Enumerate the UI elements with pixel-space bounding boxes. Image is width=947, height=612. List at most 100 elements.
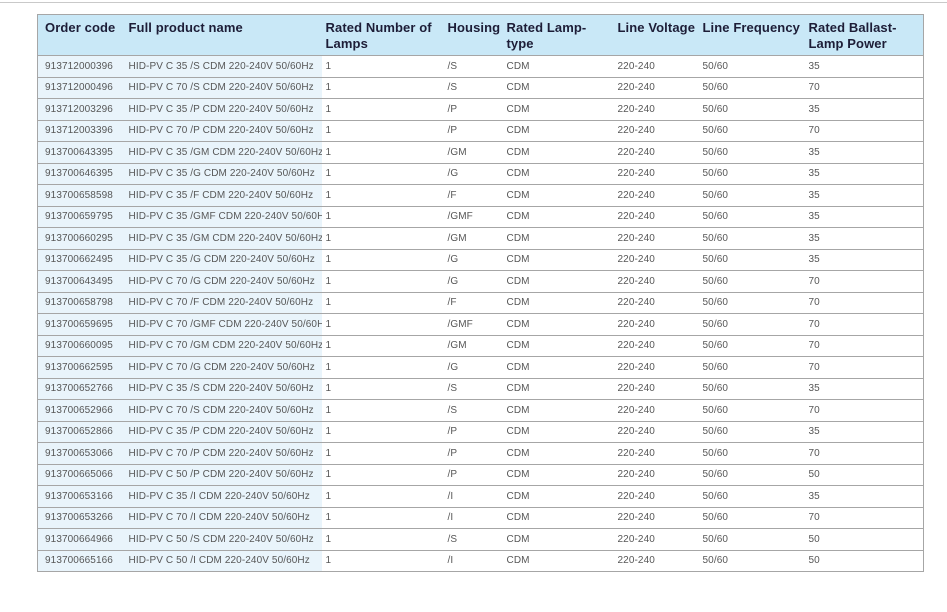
cell-rated-number-of-lamps: 1 — [321, 335, 444, 357]
cell-housing: /G — [443, 163, 503, 185]
cell-rated-lamp-type: CDM — [502, 356, 614, 379]
cell-rated-number-of-lamps: 1 — [321, 442, 444, 465]
cell-line-voltage: 220-240 — [613, 206, 699, 228]
table-row: 913700662595 HID-PV C 70 /G CDM 220-240V … — [37, 356, 924, 379]
cell-rated-lamp-type: CDM — [502, 399, 614, 422]
column-header-housing: Housing — [443, 14, 503, 56]
cell-line-frequency: 50/60 — [698, 356, 805, 379]
page-top-border — [0, 2, 947, 3]
cell-line-voltage: 220-240 — [613, 292, 699, 314]
cell-rated-number-of-lamps: 1 — [321, 249, 444, 271]
cell-order-code: 913700653166 — [37, 485, 125, 508]
cell-full-product-name: HID-PV C 35 /S CDM 220-240V 50/60Hz — [124, 55, 322, 78]
cell-order-code: 913712000396 — [37, 55, 125, 78]
cell-line-voltage: 220-240 — [613, 184, 699, 207]
cell-housing: /P — [443, 421, 503, 443]
table-row: 913712003296 HID-PV C 35 /P CDM 220-240V … — [37, 98, 924, 121]
table-row: 913712000496 HID-PV C 70 /S CDM 220-240V … — [37, 77, 924, 99]
cell-rated-lamp-type: CDM — [502, 206, 614, 228]
cell-line-voltage: 220-240 — [613, 77, 699, 99]
cell-rated-ballast-lamp-power: 35 — [804, 249, 924, 271]
cell-rated-number-of-lamps: 1 — [321, 206, 444, 228]
cell-line-voltage: 220-240 — [613, 270, 699, 293]
cell-line-voltage: 220-240 — [613, 507, 699, 529]
cell-rated-number-of-lamps: 1 — [321, 163, 444, 185]
cell-line-voltage: 220-240 — [613, 141, 699, 164]
table-header-row: Order code Full product name Rated Numbe… — [37, 14, 924, 56]
cell-rated-ballast-lamp-power: 35 — [804, 184, 924, 207]
cell-rated-lamp-type: CDM — [502, 249, 614, 271]
cell-order-code: 913700653266 — [37, 507, 125, 529]
cell-full-product-name: HID-PV C 35 /S CDM 220-240V 50/60Hz — [124, 378, 322, 400]
cell-housing: /I — [443, 507, 503, 529]
cell-rated-ballast-lamp-power: 70 — [804, 399, 924, 422]
cell-housing: /S — [443, 399, 503, 422]
cell-line-frequency: 50/60 — [698, 528, 805, 551]
table-row: 913700646395 HID-PV C 35 /G CDM 220-240V … — [37, 163, 924, 185]
table-row: 913700665066 HID-PV C 50 /P CDM 220-240V … — [37, 464, 924, 486]
cell-rated-ballast-lamp-power: 50 — [804, 550, 924, 572]
cell-order-code: 913700643395 — [37, 141, 125, 164]
cell-housing: /S — [443, 378, 503, 400]
table-row: 913700658598 HID-PV C 35 /F CDM 220-240V … — [37, 184, 924, 207]
cell-full-product-name: HID-PV C 35 /I CDM 220-240V 50/60Hz — [124, 485, 322, 508]
cell-rated-lamp-type: CDM — [502, 184, 614, 207]
cell-rated-number-of-lamps: 1 — [321, 313, 444, 336]
cell-full-product-name: HID-PV C 70 /S CDM 220-240V 50/60Hz — [124, 399, 322, 422]
cell-rated-ballast-lamp-power: 70 — [804, 292, 924, 314]
cell-line-voltage: 220-240 — [613, 313, 699, 336]
cell-order-code: 913712003296 — [37, 98, 125, 121]
cell-housing: /P — [443, 442, 503, 465]
cell-line-frequency: 50/60 — [698, 249, 805, 271]
cell-rated-lamp-type: CDM — [502, 550, 614, 572]
cell-rated-number-of-lamps: 1 — [321, 485, 444, 508]
cell-full-product-name: HID-PV C 35 /P CDM 220-240V 50/60Hz — [124, 421, 322, 443]
cell-rated-ballast-lamp-power: 70 — [804, 313, 924, 336]
cell-housing: /S — [443, 77, 503, 99]
cell-line-voltage: 220-240 — [613, 421, 699, 443]
cell-order-code: 913700659695 — [37, 313, 125, 336]
cell-rated-number-of-lamps: 1 — [321, 227, 444, 250]
cell-order-code: 913700652966 — [37, 399, 125, 422]
cell-rated-number-of-lamps: 1 — [321, 399, 444, 422]
table-row: 913700653266 HID-PV C 70 /I CDM 220-240V … — [37, 507, 924, 529]
cell-rated-ballast-lamp-power: 35 — [804, 227, 924, 250]
cell-line-frequency: 50/60 — [698, 270, 805, 293]
cell-full-product-name: HID-PV C 70 /GM CDM 220-240V 50/60Hz — [124, 335, 322, 357]
column-header-rated-lamp-type: Rated Lamp-type — [502, 14, 614, 56]
cell-line-frequency: 50/60 — [698, 378, 805, 400]
cell-rated-ballast-lamp-power: 35 — [804, 485, 924, 508]
cell-line-voltage: 220-240 — [613, 55, 699, 78]
cell-rated-ballast-lamp-power: 70 — [804, 442, 924, 465]
cell-line-voltage: 220-240 — [613, 442, 699, 465]
cell-line-frequency: 50/60 — [698, 227, 805, 250]
cell-order-code: 913700660295 — [37, 227, 125, 250]
cell-rated-ballast-lamp-power: 35 — [804, 141, 924, 164]
cell-full-product-name: HID-PV C 70 /P CDM 220-240V 50/60Hz — [124, 442, 322, 465]
cell-housing: /P — [443, 120, 503, 142]
cell-rated-number-of-lamps: 1 — [321, 378, 444, 400]
cell-rated-ballast-lamp-power: 35 — [804, 206, 924, 228]
cell-rated-lamp-type: CDM — [502, 141, 614, 164]
table-row: 913700653066 HID-PV C 70 /P CDM 220-240V … — [37, 442, 924, 465]
cell-rated-ballast-lamp-power: 35 — [804, 378, 924, 400]
table-row: 913700660295 HID-PV C 35 /GM CDM 220-240V… — [37, 227, 924, 250]
cell-line-frequency: 50/60 — [698, 335, 805, 357]
cell-full-product-name: HID-PV C 50 /I CDM 220-240V 50/60Hz — [124, 550, 322, 572]
table-row: 913700658798 HID-PV C 70 /F CDM 220-240V … — [37, 292, 924, 314]
cell-rated-number-of-lamps: 1 — [321, 77, 444, 99]
cell-rated-lamp-type: CDM — [502, 55, 614, 78]
cell-rated-lamp-type: CDM — [502, 421, 614, 443]
cell-rated-ballast-lamp-power: 35 — [804, 421, 924, 443]
column-header-order-code: Order code — [37, 14, 125, 56]
cell-rated-lamp-type: CDM — [502, 378, 614, 400]
table-row: 913700662495 HID-PV C 35 /G CDM 220-240V … — [37, 249, 924, 271]
cell-housing: /G — [443, 270, 503, 293]
cell-line-voltage: 220-240 — [613, 356, 699, 379]
cell-full-product-name: HID-PV C 70 /G CDM 220-240V 50/60Hz — [124, 356, 322, 379]
column-header-full-product-name: Full product name — [124, 14, 322, 56]
cell-housing: /GM — [443, 335, 503, 357]
table-row: 913700653166 HID-PV C 35 /I CDM 220-240V … — [37, 485, 924, 508]
cell-full-product-name: HID-PV C 50 /S CDM 220-240V 50/60Hz — [124, 528, 322, 551]
cell-rated-lamp-type: CDM — [502, 163, 614, 185]
